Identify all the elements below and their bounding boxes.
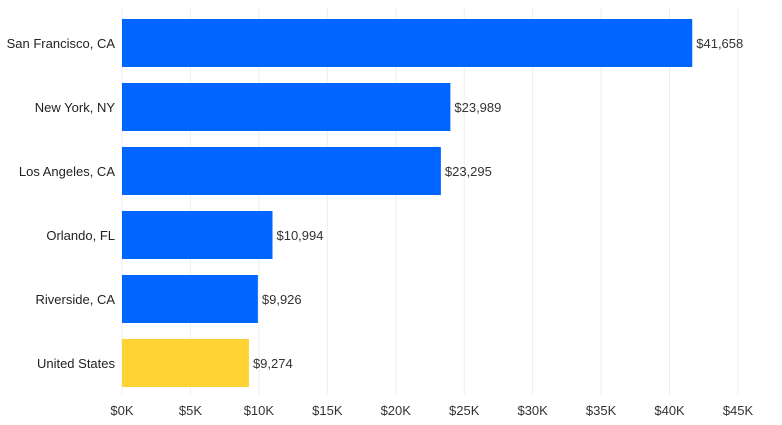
- gridlines: [121, 8, 739, 395]
- bar: [122, 19, 693, 67]
- value-label: $10,994: [276, 228, 323, 243]
- value-label: $41,658: [696, 36, 743, 51]
- bars: [122, 19, 693, 387]
- bar: [122, 83, 451, 131]
- x-tick-label: $10K: [244, 403, 275, 418]
- x-axis-tick-labels: $0K $5K $10K $15K $20K $25K $30K $35K $40K $45K: [110, 403, 753, 418]
- bar: [122, 211, 273, 259]
- bar: [122, 339, 249, 387]
- x-tick-label: $25K: [449, 403, 480, 418]
- category-label: United States: [37, 356, 116, 371]
- category-label: Riverside, CA: [36, 292, 116, 307]
- category-label: San Francisco, CA: [7, 36, 116, 51]
- x-tick-label: $35K: [586, 403, 617, 418]
- x-tick-label: $20K: [381, 403, 412, 418]
- value-labels: $41,658 $23,989 $23,295 $10,994 $9,926 $9,274: [253, 36, 743, 371]
- value-label: $9,274: [253, 356, 293, 371]
- bar: [122, 147, 441, 195]
- x-tick-label: $5K: [179, 403, 202, 418]
- x-tick-label: $30K: [517, 403, 548, 418]
- x-tick-label: $15K: [312, 403, 343, 418]
- category-labels: San Francisco, CA New York, NY Los Angeles…: [7, 36, 116, 371]
- bar: [122, 275, 258, 323]
- x-tick-label: $0K: [110, 403, 133, 418]
- x-tick-label: $40K: [654, 403, 685, 418]
- value-label: $9,926: [262, 292, 302, 307]
- category-label: Los Angeles, CA: [19, 164, 115, 179]
- x-tick-label: $45K: [723, 403, 754, 418]
- value-label: $23,295: [445, 164, 492, 179]
- value-label: $23,989: [454, 100, 501, 115]
- category-label: Orlando, FL: [46, 228, 115, 243]
- category-label: New York, NY: [35, 100, 116, 115]
